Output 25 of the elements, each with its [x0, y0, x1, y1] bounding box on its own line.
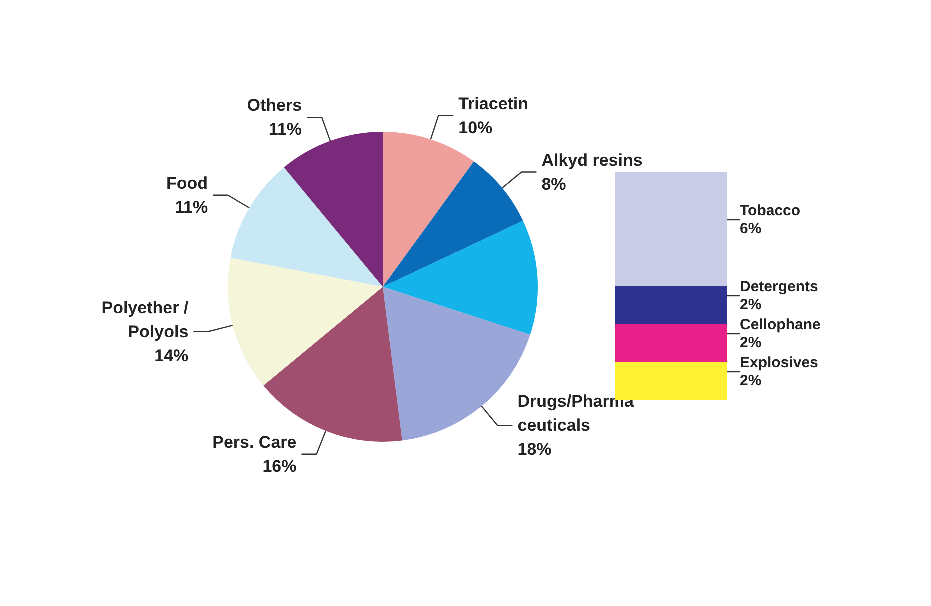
- series-label: Cellophane: [740, 316, 821, 334]
- slice-label: Triacetin: [458, 94, 529, 114]
- data-label: 6%: [740, 220, 762, 238]
- data-label: 11%: [268, 120, 302, 140]
- data-label: 2%: [740, 334, 762, 352]
- data-label: 18%: [518, 440, 552, 460]
- data-label: 14%: [154, 346, 189, 366]
- series-label: Tobacco: [740, 202, 801, 220]
- series-label: Explosives: [740, 354, 818, 372]
- bar: [615, 172, 727, 286]
- slice-label: Polyether / Polyols: [102, 298, 189, 342]
- data-label: 2%: [740, 372, 762, 390]
- data-label: 11%: [174, 198, 208, 217]
- slice-label: Food: [166, 174, 208, 193]
- bar: [615, 286, 727, 324]
- slice-label: Alkyd resins: [542, 150, 643, 170]
- slice-label: Drugs/Pharma ceuticals: [518, 392, 634, 436]
- series-label: Detergents: [740, 278, 818, 296]
- bar: [615, 324, 727, 362]
- data-label: 8%: [542, 174, 566, 194]
- data-label: 16%: [262, 456, 297, 476]
- slice-label: Others: [247, 96, 302, 116]
- data-label: 10%: [458, 118, 493, 138]
- slice-label: Pers. Care: [212, 432, 297, 452]
- data-label: 2%: [740, 296, 762, 314]
